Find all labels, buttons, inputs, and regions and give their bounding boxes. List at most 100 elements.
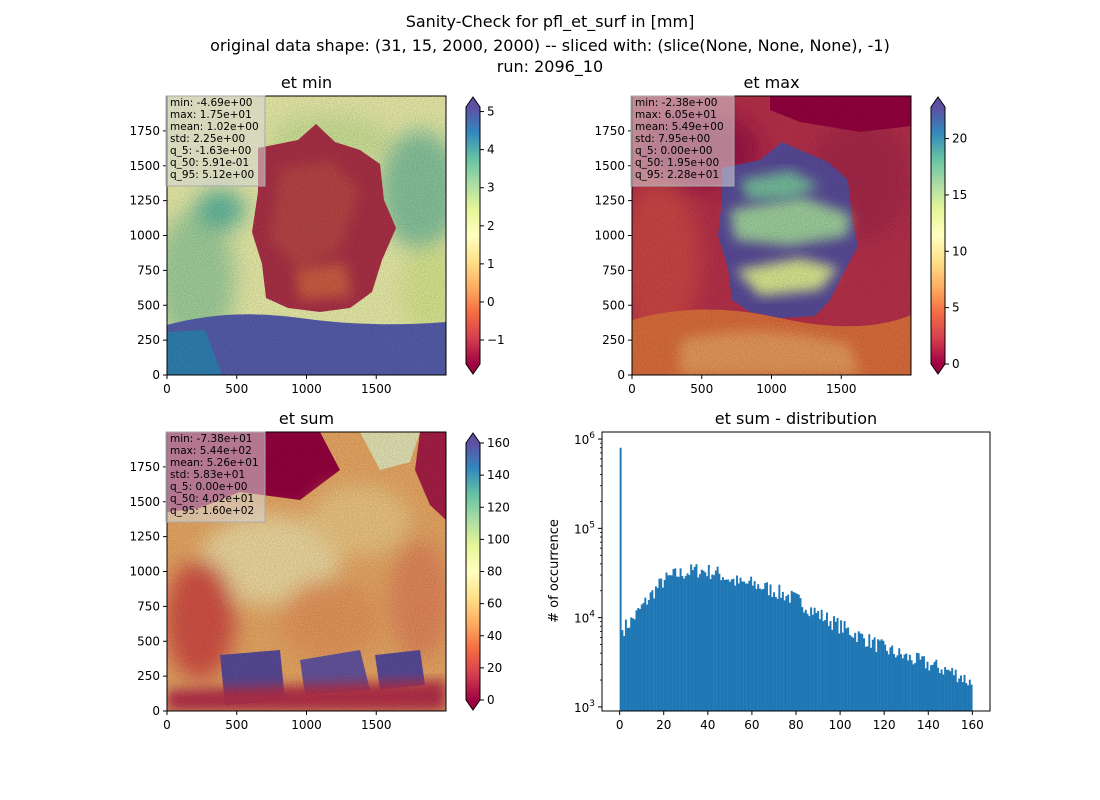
y-tick-label: 103 — [574, 699, 595, 715]
histogram-bar — [637, 607, 640, 711]
colorbar-tick-label: 20 — [952, 132, 967, 146]
y-tick-label: 1000 — [129, 565, 160, 579]
histogram-bar — [628, 627, 631, 711]
histogram-bar — [900, 654, 903, 711]
colorbar-tick-label: 3 — [487, 181, 495, 195]
colorbar-tick-label: 4 — [487, 143, 495, 157]
histogram-bar — [704, 572, 707, 711]
histogram-bar — [714, 570, 717, 711]
colorbar-tick-label: 0 — [487, 295, 495, 309]
histogram-bar — [827, 625, 830, 711]
histogram-bar — [677, 576, 680, 711]
histogram-bar — [743, 581, 746, 711]
stat-line: std: 2.25e+00 — [170, 133, 245, 145]
histogram-bar — [631, 618, 634, 711]
histogram-bar — [797, 594, 800, 711]
x-tick-label: 0 — [628, 382, 636, 396]
histogram-bar — [639, 609, 641, 711]
stat-line: min: -4.69e+00 — [170, 97, 252, 109]
histogram-bar — [954, 669, 957, 711]
histogram-bar — [702, 570, 705, 711]
histogram-bar — [949, 671, 952, 711]
histogram-bar — [930, 665, 932, 711]
colorbar-tick-label: 5 — [952, 301, 960, 315]
histogram-bar — [960, 675, 962, 711]
y-tick-label: 1750 — [129, 124, 160, 138]
stat-line: q_95: 2.28e+01 — [635, 169, 719, 181]
stat-line: min: -7.38e+01 — [170, 433, 252, 445]
y-tick-label: 1500 — [594, 159, 625, 173]
histogram-bar — [811, 614, 814, 711]
histogram-bar — [787, 594, 790, 711]
histogram-bar — [847, 627, 850, 711]
histogram-bar — [956, 682, 959, 711]
histogram-bar — [688, 575, 691, 711]
distribution-ylabel: # of occurrence — [547, 519, 562, 623]
histogram-bar — [963, 674, 966, 711]
histogram-bar — [970, 684, 973, 711]
histogram-bar — [706, 576, 709, 711]
et-max-stats-box: min: -2.38e+00 max: 6.05e+01 mean: 5.49e… — [630, 95, 735, 187]
histogram-bar — [945, 669, 948, 711]
histogram-bar — [889, 647, 892, 711]
et-max-colorbar: 0 5 10 15 20 — [930, 96, 967, 375]
histogram-bar — [669, 575, 671, 711]
histogram-bar — [728, 581, 731, 711]
histogram-bar — [679, 568, 682, 711]
y-tick-label: 1250 — [594, 194, 625, 208]
histogram-bar — [640, 604, 643, 711]
histogram-bar — [898, 648, 901, 711]
et-sum-colorbar: 0 20 40 60 80 100 120 140 160 — [465, 432, 510, 711]
stat-line: q_50: 4.02e+01 — [170, 493, 254, 505]
histogram-bar — [665, 572, 668, 711]
x-tick-label: 160 — [961, 718, 984, 732]
y-tick-label: 1000 — [594, 229, 625, 243]
colorbar-tick-label: 15 — [952, 188, 967, 202]
stat-line: q_50: 5.91e-01 — [170, 157, 249, 169]
histogram-bar — [873, 637, 876, 711]
histogram-bar — [624, 619, 627, 711]
histogram-bar — [681, 576, 684, 711]
histogram-bar — [951, 668, 954, 711]
y-tick-label: 500 — [137, 634, 160, 648]
histogram-bar — [654, 586, 657, 711]
stat-line: max: 1.75e+01 — [170, 109, 252, 121]
histogram-bar — [803, 612, 806, 711]
histogram-bar — [619, 447, 622, 711]
histogram-bar — [926, 661, 929, 711]
histogram-bar — [887, 654, 890, 711]
colorbar-tick-label: −1 — [487, 333, 505, 347]
histogram-bar — [866, 646, 869, 711]
histogram-bar — [785, 596, 788, 711]
histogram-bar — [958, 678, 961, 711]
histogram-bar — [653, 598, 656, 711]
histogram-bar — [769, 584, 772, 711]
histogram-bar — [882, 640, 885, 711]
histogram-bar — [919, 659, 922, 711]
y-tick-label: 750 — [137, 263, 160, 277]
y-tick-label: 0 — [617, 368, 625, 382]
histogram-bar — [656, 587, 659, 711]
histogram-bar — [820, 609, 823, 711]
stat-line: q_5: 0.00e+00 — [635, 145, 712, 157]
histogram-bar — [794, 592, 797, 711]
x-tick-label: 140 — [917, 718, 940, 732]
colorbar-tick-label: 0 — [487, 693, 495, 707]
histogram-bar — [766, 582, 768, 711]
x-tick-label: 500 — [225, 718, 248, 732]
et-sum-title: et sum — [279, 409, 334, 428]
histogram-bar — [660, 578, 663, 711]
histogram-bar — [734, 585, 737, 711]
distribution-title: et sum - distribution — [715, 409, 877, 428]
colorbar-tick-label: 40 — [487, 629, 502, 643]
histogram-bar — [937, 667, 940, 711]
histogram-bar — [686, 573, 689, 711]
histogram-bar — [822, 621, 825, 711]
stat-line: q_95: 5.12e+00 — [170, 169, 254, 181]
histogram-bar — [697, 577, 700, 711]
histogram-bar — [746, 583, 749, 711]
histogram-bar — [877, 639, 880, 711]
histogram-bar — [843, 620, 846, 711]
histogram-bar — [894, 657, 897, 711]
histogram-bar — [748, 580, 751, 711]
